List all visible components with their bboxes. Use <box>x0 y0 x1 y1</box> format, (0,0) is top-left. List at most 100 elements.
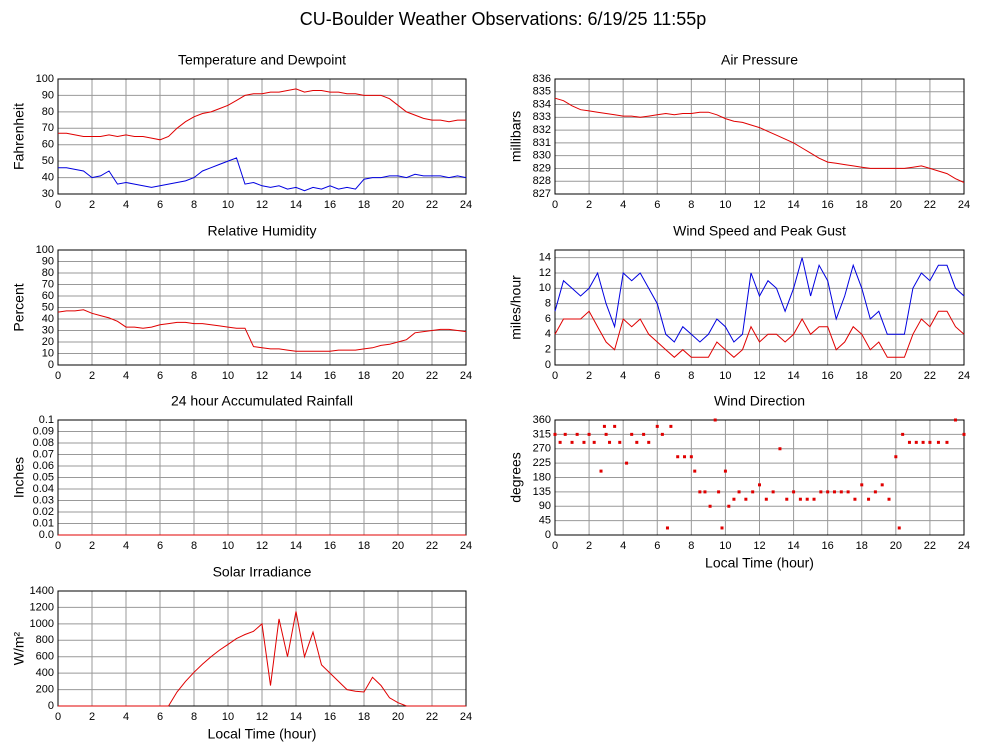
x-tick-label: 4 <box>620 540 626 552</box>
data-point <box>660 432 664 436</box>
chart-title: Temperature and Dewpoint <box>178 52 346 68</box>
chart-title: Solar Irradiance <box>213 564 312 580</box>
x-tick-label: 22 <box>426 370 438 382</box>
y-tick-label: 0.04 <box>33 483 54 495</box>
x-tick-label: 2 <box>586 540 592 552</box>
x-tick-label: 24 <box>958 540 970 552</box>
x-tick-label: 24 <box>958 199 970 211</box>
data-line <box>58 611 466 707</box>
x-tick-label: 8 <box>191 370 197 382</box>
x-tick-label: 12 <box>256 711 268 723</box>
x-tick-label: 16 <box>324 370 336 382</box>
data-point <box>575 432 579 436</box>
x-tick-label: 16 <box>822 540 834 552</box>
y-tick-label: 360 <box>533 414 551 426</box>
x-tick-label: 24 <box>460 711 472 723</box>
y-tick-label: 827 <box>533 188 551 200</box>
data-point <box>936 440 940 444</box>
x-tick-label: 4 <box>123 370 129 382</box>
x-tick-label: 12 <box>256 199 268 211</box>
data-point <box>665 526 669 530</box>
y-tick-label: 0.03 <box>33 494 54 506</box>
data-point <box>819 490 823 494</box>
x-tick-label: 12 <box>256 540 268 552</box>
data-point <box>642 432 646 436</box>
y-tick-label: 0 <box>545 359 551 371</box>
data-point <box>647 440 651 444</box>
x-tick-label: 16 <box>822 370 834 382</box>
data-point <box>732 497 736 501</box>
x-tick-label: 0 <box>552 370 558 382</box>
y-tick-label: 200 <box>36 683 54 695</box>
data-point <box>826 490 830 494</box>
data-point <box>907 440 911 444</box>
x-tick-label: 0 <box>55 199 61 211</box>
data-line <box>57 309 467 352</box>
x-tick-label: 4 <box>620 199 626 211</box>
x-tick-label: 18 <box>358 711 370 723</box>
x-tick-label: 10 <box>719 540 731 552</box>
x-tick-label: 20 <box>890 199 902 211</box>
x-tick-label: 22 <box>924 199 936 211</box>
plot-frame <box>57 590 467 707</box>
x-tick-label: 14 <box>290 711 302 723</box>
y-axis-title: Inches <box>11 457 27 498</box>
plot-frame <box>57 249 467 366</box>
data-point <box>867 497 871 501</box>
x-tick-label: 4 <box>123 199 129 211</box>
data-point <box>962 432 966 436</box>
y-tick-label: 225 <box>533 457 551 469</box>
x-tick-label: 0 <box>552 540 558 552</box>
data-point <box>914 440 918 444</box>
y-tick-label: 0.08 <box>33 437 54 449</box>
data-point <box>897 526 901 530</box>
x-tick-label: 12 <box>753 370 765 382</box>
y-axis-title: millibars <box>508 111 524 162</box>
data-point <box>630 432 634 436</box>
data-line <box>58 157 467 192</box>
y-tick-label: 60 <box>42 139 54 151</box>
data-point <box>655 424 659 428</box>
x-tick-label: 12 <box>753 540 765 552</box>
x-tick-label: 10 <box>719 199 731 211</box>
y-tick-label: 834 <box>533 98 551 110</box>
data-point <box>713 418 717 422</box>
data-point <box>751 490 755 494</box>
x-tick-label: 6 <box>654 540 660 552</box>
data-point <box>798 497 802 501</box>
y-tick-label: 0.07 <box>33 448 54 460</box>
data-point <box>805 497 809 501</box>
data-line <box>554 97 965 183</box>
data-point <box>839 490 843 494</box>
x-tick-label: 8 <box>191 199 197 211</box>
x-tick-label: 24 <box>460 370 472 382</box>
y-tick-label: 30 <box>42 324 54 336</box>
y-tick-label: 829 <box>533 162 551 174</box>
x-tick-label: 2 <box>89 370 95 382</box>
plot-frame <box>554 78 965 195</box>
x-tick-label: 16 <box>324 711 336 723</box>
data-point <box>928 440 932 444</box>
y-tick-label: 0.01 <box>33 517 54 529</box>
data-point <box>608 440 612 444</box>
data-point <box>860 483 864 487</box>
x-axis-title: Local Time (hour) <box>705 555 814 571</box>
x-tick-label: 20 <box>890 540 902 552</box>
data-point <box>602 424 606 428</box>
x-tick-label: 18 <box>856 199 868 211</box>
x-tick-label: 20 <box>392 711 404 723</box>
data-point <box>604 432 608 436</box>
x-tick-label: 0 <box>55 540 61 552</box>
y-tick-label: 830 <box>533 150 551 162</box>
x-tick-label: 12 <box>256 370 268 382</box>
y-tick-label: 40 <box>42 171 54 183</box>
y-tick-label: 835 <box>533 86 551 98</box>
x-tick-label: 22 <box>426 199 438 211</box>
y-tick-label: 0 <box>48 359 54 371</box>
data-point <box>832 490 836 494</box>
y-tick-label: 833 <box>533 111 551 123</box>
x-tick-label: 14 <box>787 370 799 382</box>
y-tick-label: 70 <box>42 278 54 290</box>
x-tick-label: 10 <box>222 199 234 211</box>
